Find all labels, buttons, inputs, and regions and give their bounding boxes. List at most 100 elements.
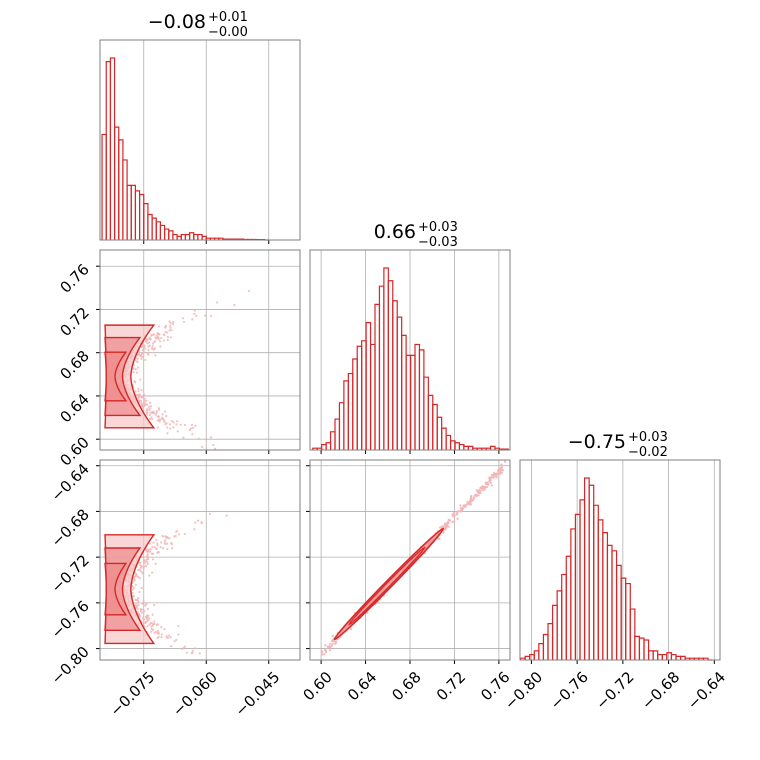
p13-ytick-label-1: −0.68 bbox=[48, 506, 93, 551]
p13-point-290 bbox=[165, 635, 168, 638]
p13-point-282 bbox=[167, 636, 170, 639]
p13-point-453 bbox=[142, 560, 145, 563]
diag-3-bar-24 bbox=[629, 608, 636, 660]
p12-point-132 bbox=[170, 336, 173, 339]
p12-point-57 bbox=[166, 432, 169, 435]
diag-3-bar-4 bbox=[538, 643, 545, 660]
p13-point-50 bbox=[185, 651, 188, 654]
p12-point-414 bbox=[163, 420, 166, 423]
p23-point-1 bbox=[324, 644, 327, 647]
p13-point-261 bbox=[139, 561, 142, 565]
p12-point-82 bbox=[163, 410, 167, 413]
p12-point-283 bbox=[135, 360, 138, 363]
diag-3-bar-23 bbox=[625, 582, 631, 660]
p13-point-322 bbox=[170, 645, 173, 648]
p13-point-237 bbox=[137, 568, 140, 572]
p13-point-387 bbox=[149, 630, 153, 633]
p23-point-368 bbox=[332, 639, 335, 643]
p12-ytick-label-4: 0.76 bbox=[56, 260, 92, 296]
p12-point-187 bbox=[182, 320, 186, 323]
p12-point-509 bbox=[168, 329, 171, 332]
p13-point-390 bbox=[153, 603, 156, 607]
p13-point-238 bbox=[133, 578, 136, 581]
p12-point-212 bbox=[149, 417, 152, 421]
p13-point-374 bbox=[139, 610, 143, 613]
p12-point-507 bbox=[175, 423, 178, 426]
p12-point-284 bbox=[156, 415, 159, 418]
p12-contour-inner bbox=[104, 351, 128, 402]
diag-3-bar-25 bbox=[634, 635, 641, 660]
p23-point-382 bbox=[376, 601, 379, 605]
p13-point-353 bbox=[151, 571, 154, 574]
p12-point-450 bbox=[141, 349, 145, 352]
diag-3-title: −0.75 +0.03−0.02 bbox=[568, 430, 668, 460]
diag-2-bar-18 bbox=[392, 300, 398, 450]
p12-point-167 bbox=[157, 407, 161, 410]
p12-point-137 bbox=[157, 338, 160, 341]
diag-3-bar-10 bbox=[565, 555, 572, 660]
diag-3-title-minus: −0.02 bbox=[628, 445, 668, 460]
p23-point-285 bbox=[444, 524, 448, 528]
p13-point-109 bbox=[143, 562, 146, 565]
p13-point-230 bbox=[140, 586, 143, 590]
p13-point-327 bbox=[137, 600, 140, 603]
p12-point-164 bbox=[166, 335, 170, 339]
p12-point-381 bbox=[209, 315, 213, 318]
p23-xtick-label-1: 0.64 bbox=[344, 668, 380, 704]
p12-point-297 bbox=[136, 357, 139, 360]
p23-point-162 bbox=[331, 634, 334, 638]
p13-point-30 bbox=[191, 649, 194, 652]
diag-1-bar-10 bbox=[143, 203, 149, 240]
diag-2-bar-15 bbox=[378, 285, 385, 450]
p12-point-506 bbox=[191, 432, 194, 436]
p13-point-39 bbox=[141, 572, 144, 575]
p13-point-117 bbox=[165, 542, 169, 545]
p13-ytick-label-3: −0.76 bbox=[48, 597, 93, 642]
diag-2-bar-28 bbox=[436, 416, 443, 450]
p13-point-345 bbox=[154, 562, 157, 565]
p13-point-220 bbox=[225, 514, 228, 517]
p12-point-434 bbox=[197, 437, 201, 440]
diag-2-bar-12 bbox=[365, 322, 372, 450]
diag-2-title-plus: +0.03 bbox=[418, 220, 458, 235]
p23-point-402 bbox=[495, 475, 498, 479]
p12-point-141 bbox=[155, 411, 158, 414]
p12-point-508 bbox=[139, 395, 142, 398]
diag-2-bar-35 bbox=[467, 445, 474, 450]
diag-3-bar-27 bbox=[643, 639, 650, 660]
diag-2-bar-24 bbox=[418, 349, 425, 450]
diag-1-title-minus: −0.00 bbox=[208, 25, 248, 40]
p23-point-358 bbox=[477, 491, 480, 495]
diag-2-bar-29 bbox=[441, 427, 447, 450]
p13-point-445 bbox=[144, 604, 147, 607]
p12-point-492 bbox=[145, 338, 149, 341]
p12-point-357 bbox=[153, 340, 156, 343]
p23-point-304 bbox=[477, 494, 480, 497]
p13-point-341 bbox=[144, 615, 148, 618]
p12-point-495 bbox=[164, 331, 167, 334]
p13-point-438 bbox=[149, 621, 152, 625]
p23-point-292 bbox=[469, 502, 472, 505]
diag-2-bar-34 bbox=[463, 445, 469, 450]
diag-1-bar-3 bbox=[113, 126, 120, 240]
p13-point-336 bbox=[147, 614, 150, 617]
p12-point-305 bbox=[148, 408, 151, 412]
diag-1-bar-22 bbox=[193, 233, 199, 240]
p13-point-462 bbox=[175, 530, 178, 533]
diag-3-bar-8 bbox=[556, 590, 563, 660]
p12-point-359 bbox=[209, 436, 213, 439]
p13-point-492 bbox=[145, 617, 148, 620]
p12-point-291 bbox=[168, 320, 171, 323]
p13-point-270 bbox=[196, 519, 200, 522]
diag-3-title-value: −0.75 bbox=[568, 431, 626, 453]
p13-point-196 bbox=[173, 640, 176, 643]
p12-point-166 bbox=[169, 326, 172, 329]
p23-point-296 bbox=[475, 489, 479, 492]
p13-frame bbox=[99, 459, 301, 661]
p23-point-279 bbox=[467, 502, 470, 505]
p13-point-191 bbox=[166, 548, 169, 551]
p13-point-319 bbox=[156, 544, 159, 547]
p12-point-491 bbox=[136, 366, 140, 369]
p23-contour-outer bbox=[333, 527, 445, 641]
p12-point-481 bbox=[168, 423, 172, 426]
